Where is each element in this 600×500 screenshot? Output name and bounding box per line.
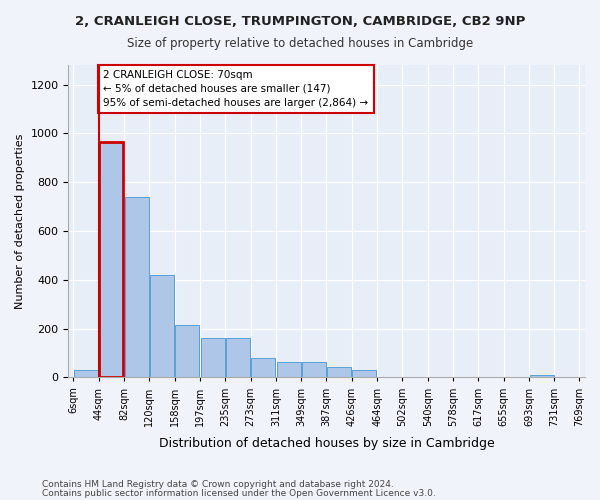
Bar — [352, 370, 376, 378]
Bar — [200, 338, 224, 378]
Bar — [74, 370, 98, 378]
Bar — [327, 366, 351, 378]
Bar — [226, 338, 250, 378]
Bar — [530, 375, 554, 378]
Text: Contains public sector information licensed under the Open Government Licence v3: Contains public sector information licen… — [42, 490, 436, 498]
Text: 2 CRANLEIGH CLOSE: 70sqm
← 5% of detached houses are smaller (147)
95% of semi-d: 2 CRANLEIGH CLOSE: 70sqm ← 5% of detache… — [103, 70, 368, 108]
Bar — [175, 325, 199, 378]
Bar — [150, 275, 174, 378]
Bar — [302, 362, 326, 378]
Bar — [251, 358, 275, 378]
Text: 2, CRANLEIGH CLOSE, TRUMPINGTON, CAMBRIDGE, CB2 9NP: 2, CRANLEIGH CLOSE, TRUMPINGTON, CAMBRID… — [75, 15, 525, 28]
Bar — [100, 142, 124, 378]
Y-axis label: Number of detached properties: Number of detached properties — [15, 134, 25, 309]
Bar — [277, 362, 301, 378]
Text: Contains HM Land Registry data © Crown copyright and database right 2024.: Contains HM Land Registry data © Crown c… — [42, 480, 394, 489]
Bar — [125, 197, 149, 378]
X-axis label: Distribution of detached houses by size in Cambridge: Distribution of detached houses by size … — [158, 437, 494, 450]
Text: Size of property relative to detached houses in Cambridge: Size of property relative to detached ho… — [127, 38, 473, 51]
